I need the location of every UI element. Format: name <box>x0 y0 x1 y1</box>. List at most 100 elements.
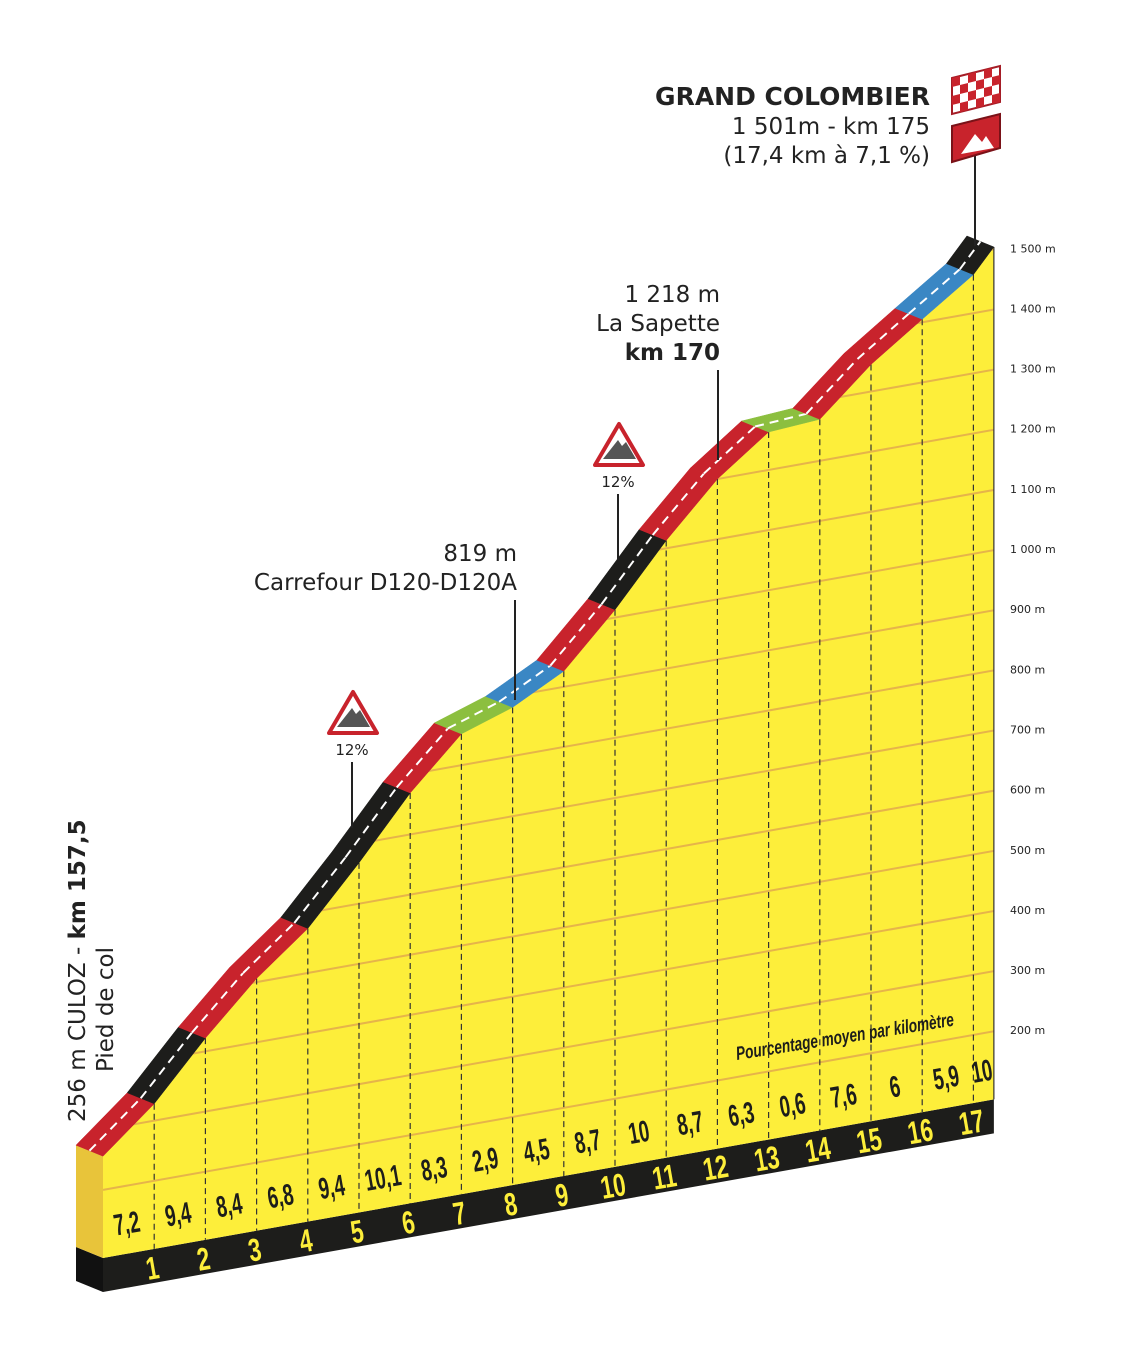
road-centerline <box>88 1097 142 1152</box>
road-centerline <box>447 700 500 730</box>
gradient-label: 9,4 <box>162 1196 193 1234</box>
start-label: 256 m CULOZ - km 157,5 <box>65 819 91 1122</box>
road-centerline <box>805 358 859 415</box>
km-label: 8 <box>501 1185 520 1223</box>
steep-warning-icon <box>327 690 379 735</box>
flag-check <box>992 75 1000 86</box>
flag-check <box>960 101 968 112</box>
road-centerline <box>908 268 961 315</box>
warning-1-label: 12% <box>335 741 368 759</box>
gradient-labels: 7,2 9,4 8,4 6,8 9,4 10,1 8,3 2,9 4,5 8,7 10 8,7 6,3 0… <box>111 1053 995 1242</box>
flag-check <box>992 93 1000 104</box>
grid-line <box>103 908 994 1071</box>
gradient-label: 4,5 <box>521 1132 552 1170</box>
road-centerline <box>549 603 603 667</box>
point-1-alt: 819 m <box>443 541 517 567</box>
gradient-label: 7,2 <box>111 1205 142 1243</box>
base-block <box>76 1099 994 1292</box>
y-tick-label: 600 m <box>1010 784 1045 797</box>
km-label: 15 <box>854 1121 885 1161</box>
flag-check <box>968 90 976 101</box>
flag-check <box>968 72 976 83</box>
road-centerline <box>395 727 449 789</box>
base-side <box>76 1247 103 1292</box>
road-centerline <box>703 425 756 475</box>
gradient-label: 0,6 <box>777 1087 808 1125</box>
road-centerline <box>856 313 910 360</box>
km-label: 16 <box>905 1111 936 1151</box>
profile-side-face <box>76 1145 103 1258</box>
y-tick-label: 300 m <box>1010 964 1045 977</box>
road-centerline <box>754 412 807 428</box>
grid-line <box>103 1029 994 1191</box>
flag-check <box>952 76 960 87</box>
gradient-label: 8,7 <box>572 1123 603 1161</box>
y-axis: 200 m 300 m 400 m 500 m 600 m 700 m 800 m 900 m… <box>1010 242 1056 1037</box>
gradient-label: 8,7 <box>674 1105 705 1143</box>
gradient-label: 8,4 <box>214 1187 245 1225</box>
km-label: 9 <box>553 1176 572 1214</box>
gradient-label: 9,4 <box>316 1169 347 1207</box>
km-label: 3 <box>245 1231 264 1269</box>
km-label: 7 <box>450 1195 469 1233</box>
y-tick-label: 1 200 m <box>1010 423 1056 436</box>
road-centerline <box>651 472 705 536</box>
y-tick-label: 1 100 m <box>1010 483 1056 496</box>
profile-front-face <box>103 246 994 1258</box>
start-km: km 157,5 <box>65 819 91 939</box>
summit-altitude: 1 501m - km 175 <box>732 114 930 140</box>
flag-check <box>960 83 968 94</box>
point-1-name: Carrefour D120-D120A <box>254 570 517 596</box>
gradient-label: 6,3 <box>726 1096 757 1134</box>
road-centerline <box>191 972 244 1034</box>
grid-line <box>103 969 994 1131</box>
summit-title: GRAND COLOMBIER <box>655 82 930 111</box>
road-centerline <box>498 664 551 703</box>
start-place: 256 m CULOZ - <box>65 939 91 1122</box>
y-tick-label: 500 m <box>1010 844 1045 857</box>
km-label: 2 <box>194 1240 213 1278</box>
point-2-alt: 1 218 m <box>624 282 720 308</box>
road-ribbon <box>75 235 995 1157</box>
km-dividers <box>153 246 995 1249</box>
gradient-label: 8,3 <box>418 1150 449 1188</box>
y-tick-label: 800 m <box>1010 663 1045 676</box>
point-2-km: km 170 <box>625 340 720 366</box>
finish-flag-icon <box>951 64 1001 116</box>
km-label: 17 <box>956 1102 987 1142</box>
y-tick-label: 1 000 m <box>1010 543 1056 556</box>
km-label: 10 <box>598 1166 629 1206</box>
summit-stats: (17,4 km à 7,1 %) <box>723 143 930 169</box>
km-label: 12 <box>700 1148 731 1188</box>
km-labels: 1 2 3 4 5 6 7 8 9 10 11 12 13 14 15 16 17 <box>143 1102 987 1286</box>
base-front <box>103 1099 994 1292</box>
road-centerline <box>242 922 295 974</box>
gradient-label: 2,9 <box>470 1141 501 1179</box>
start-sub: Pied de col <box>93 947 119 1072</box>
flag-check <box>984 86 992 97</box>
km-label: 13 <box>751 1139 782 1179</box>
km-label: 1 <box>143 1249 162 1287</box>
y-tick-label: 900 m <box>1010 603 1045 616</box>
steep-warning-icon <box>593 422 645 467</box>
point-2-name: La Sapette <box>596 311 720 337</box>
annotations: GRAND COLOMBIER 1 501m - km 175 (17,4 km… <box>65 64 1001 1122</box>
mountain-category-icon <box>951 112 1001 164</box>
gradient-label: 6,8 <box>265 1178 296 1216</box>
y-tick-label: 1 300 m <box>1010 363 1056 376</box>
flag-check <box>952 94 960 105</box>
warning-2-label: 12% <box>601 473 634 491</box>
gradient-label: 5,9 <box>930 1059 961 1097</box>
road-centerline <box>959 240 982 270</box>
y-tick-label: 1 500 m <box>1010 242 1056 255</box>
y-tick-label: 200 m <box>1010 1024 1045 1037</box>
flag-check <box>984 68 992 79</box>
gradient-label: 7,6 <box>828 1078 859 1116</box>
y-tick-label: 1 400 m <box>1010 302 1056 315</box>
profile-fill <box>76 246 994 1258</box>
y-tick-label: 700 m <box>1010 723 1045 736</box>
flag-check <box>976 97 984 108</box>
gradient-label: 10,1 <box>362 1159 404 1198</box>
